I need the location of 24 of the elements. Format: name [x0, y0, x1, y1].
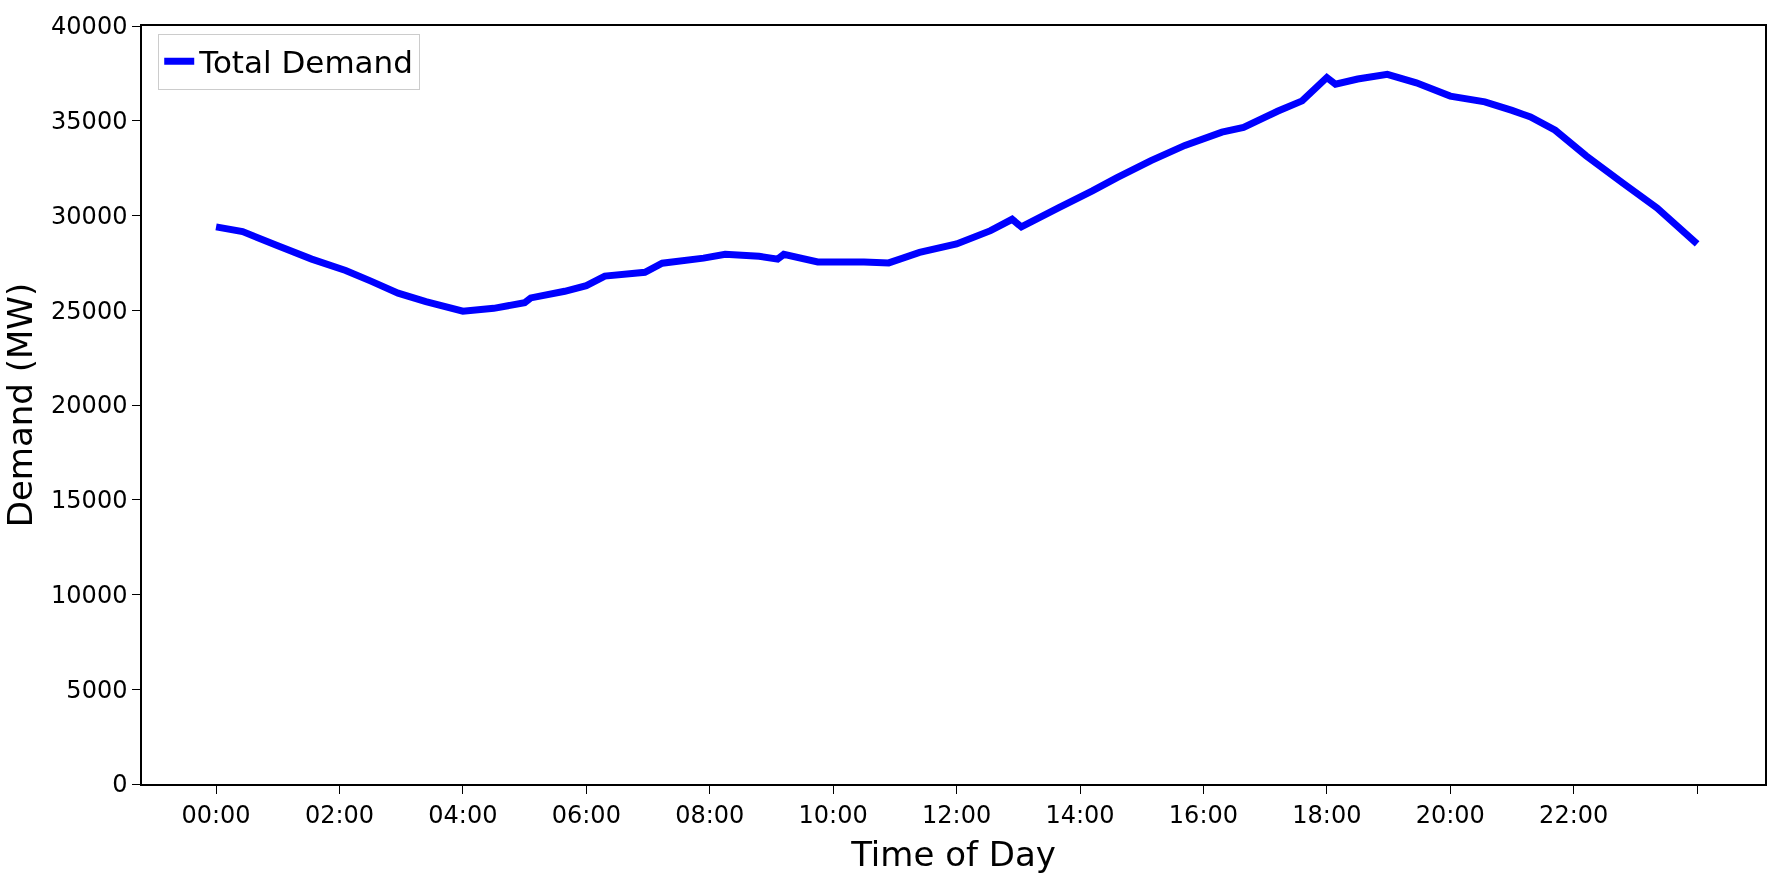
x-tick-label: 18:00 [1292, 800, 1362, 829]
x-axis-title: Time of Day [850, 834, 1056, 875]
y-axis-title: Demand (MW) [0, 282, 40, 528]
y-tick-label: 10000 [51, 580, 128, 609]
y-tick-label: 15000 [51, 486, 128, 515]
y-tick-label: 0 [112, 770, 128, 799]
y-tick-label: 35000 [51, 107, 128, 136]
x-tick-label: 00:00 [181, 800, 251, 829]
x-tick-label: 22:00 [1539, 800, 1609, 829]
y-tick-label: 25000 [51, 296, 128, 325]
x-tick-label: 02:00 [304, 800, 375, 829]
y-tick-label: 30000 [51, 201, 128, 230]
y-tick-label: 40000 [51, 12, 128, 41]
x-tick-label: 06:00 [551, 800, 621, 829]
y-tick-label: 20000 [51, 391, 128, 420]
x-tick-label: 04:00 [428, 800, 498, 829]
x-tick-label: 20:00 [1415, 800, 1485, 829]
y-tick-label: 5000 [66, 675, 128, 704]
legend-label: Total Demand [198, 44, 413, 81]
x-tick-label: 16:00 [1168, 800, 1239, 829]
x-tick-label: 10:00 [798, 800, 868, 829]
x-tick-label: 12:00 [922, 800, 992, 829]
x-tick-label: 14:00 [1045, 800, 1115, 829]
x-tick-label: 08:00 [675, 800, 745, 829]
